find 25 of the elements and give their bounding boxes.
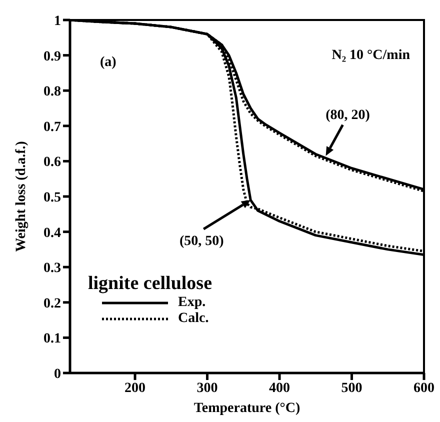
y-tick-label: 0.2 [44, 296, 61, 312]
x-tick-label: 400 [269, 380, 290, 396]
y-tick-label: 0.5 [44, 190, 61, 206]
annotation: N₂ 10 °C/min [332, 48, 410, 64]
y-tick-label: 0.8 [44, 84, 61, 100]
legend-label: Calc. [178, 311, 209, 327]
legend-label: Exp. [178, 295, 206, 311]
annotation: (a) [100, 55, 116, 71]
y-tick-label: 1 [54, 14, 61, 29]
y-tick-label: 0.4 [44, 226, 61, 241]
y-tick-label: 0.3 [44, 261, 61, 276]
x-tick-label: 200 [124, 380, 146, 396]
y-tick-label: 0.6 [44, 155, 61, 170]
x-axis-title: Temperature (°C) [194, 401, 300, 416]
y-tick-label: 0.7 [44, 120, 61, 135]
y-tick-label: 0 [54, 366, 61, 382]
legend-title: lignite cellulose [88, 273, 212, 295]
x-tick-label: 600 [414, 380, 434, 396]
annotation: (50, 50) [179, 234, 224, 250]
y-tick-label: 0.9 [44, 49, 61, 64]
annotation: (80, 20) [326, 108, 370, 124]
y-axis-title: Weight loss (d.a.f.) [14, 140, 29, 252]
y-tick-label: 0.1 [44, 332, 61, 347]
x-tick-label: 500 [341, 380, 362, 396]
x-tick-label: 300 [196, 380, 218, 396]
